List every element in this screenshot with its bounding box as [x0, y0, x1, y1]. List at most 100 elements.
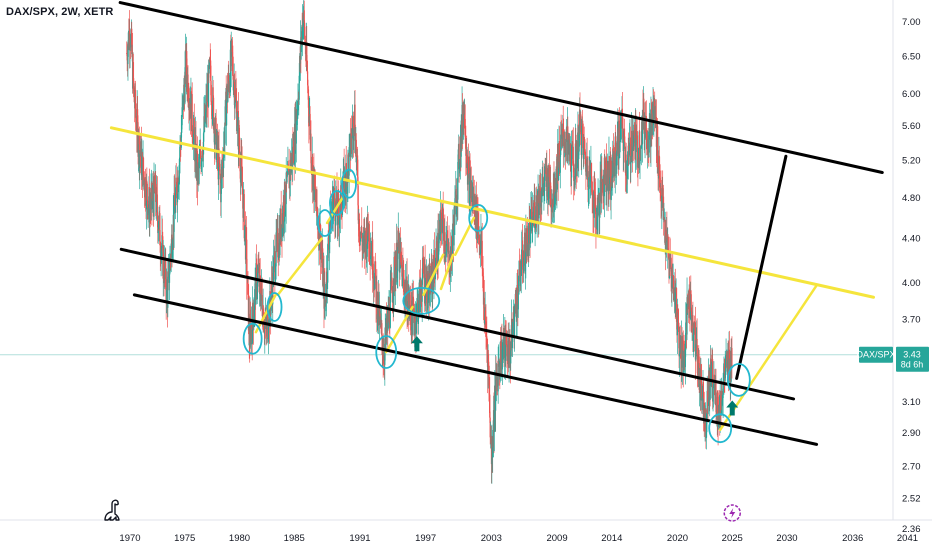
up-arrow-icon[interactable] — [726, 400, 739, 416]
symbol-title[interactable]: DAX/SPX, 2W, XETR — [6, 6, 114, 18]
x-tick-label: 2003 — [481, 533, 502, 544]
candle-body — [179, 142, 181, 158]
highlight-circle[interactable] — [708, 413, 733, 444]
candle-body — [265, 317, 267, 325]
candle-body — [706, 390, 708, 422]
candle-body — [484, 320, 486, 324]
channel-line[interactable] — [118, 1, 884, 175]
candle-body — [594, 194, 596, 198]
candle-body — [137, 109, 139, 123]
candle-body — [557, 149, 559, 180]
x-tick-label: 2025 — [722, 533, 743, 544]
highlight-circle[interactable] — [329, 190, 345, 216]
channel-line[interactable] — [132, 293, 819, 446]
candle-body — [247, 276, 249, 285]
candle-body — [477, 213, 479, 231]
highlight-circle[interactable] — [402, 286, 441, 315]
candle-body — [709, 381, 711, 402]
candle-body — [314, 170, 316, 187]
candle-body — [258, 267, 260, 287]
candle-body — [260, 293, 262, 307]
candle-body — [577, 124, 579, 160]
candle-body — [359, 231, 362, 242]
candle-body — [350, 133, 352, 149]
y-tick-label: 2.36 — [902, 524, 921, 535]
highlight-circle[interactable] — [266, 292, 283, 322]
bar-countdown: 8d 6h — [901, 360, 924, 370]
candle-body — [727, 352, 729, 361]
candle-body — [219, 175, 221, 180]
candle-body — [320, 247, 322, 260]
up-arrow-icon[interactable] — [410, 336, 423, 352]
candle-body — [689, 291, 691, 320]
highlight-circle[interactable] — [242, 322, 263, 355]
channel-line[interactable] — [735, 154, 788, 380]
candle-body — [286, 175, 288, 183]
highlight-circle[interactable] — [468, 203, 489, 232]
y-tick-label: 5.20 — [902, 156, 921, 167]
trend-segment[interactable] — [254, 293, 277, 334]
candle-body — [398, 230, 400, 250]
candle-body — [276, 230, 278, 241]
candle-body — [591, 176, 593, 193]
x-tick-label: 2036 — [842, 533, 863, 544]
candle-body — [159, 213, 161, 246]
candle-body — [126, 53, 128, 61]
candle-body — [202, 150, 204, 155]
candle-body — [419, 279, 421, 313]
highlight-circle[interactable] — [726, 362, 751, 397]
candle-body — [159, 245, 161, 253]
candle-body — [571, 141, 574, 148]
candle-body — [518, 260, 520, 292]
candle-body — [580, 114, 582, 146]
candle-body — [341, 199, 344, 215]
lightning-badge-icon[interactable] — [723, 504, 741, 522]
candle-body — [393, 257, 396, 261]
candle-body — [395, 266, 397, 285]
candle-body — [180, 132, 182, 148]
candle-body — [192, 129, 195, 146]
candle-body — [274, 251, 276, 280]
candle-body — [302, 18, 305, 25]
candle-body — [147, 207, 149, 216]
candle-body — [414, 322, 416, 335]
trend-segment[interactable] — [439, 253, 455, 291]
candle-body — [701, 396, 703, 401]
candle-body — [554, 191, 556, 205]
candle-body — [376, 281, 378, 320]
candle-body — [403, 278, 405, 292]
candle-body — [424, 264, 426, 301]
candle-body — [492, 447, 494, 458]
candle-body — [669, 257, 671, 267]
candle-body — [664, 218, 666, 243]
candle-body — [671, 275, 673, 288]
candle-body — [186, 51, 188, 75]
candle-body — [572, 146, 574, 164]
highlight-circle[interactable] — [375, 335, 398, 369]
candle-body — [464, 105, 466, 135]
candle-body — [329, 225, 331, 234]
candle-body — [457, 149, 459, 163]
candle-body — [529, 222, 531, 226]
candle-body — [679, 338, 681, 344]
x-tick-label: 2014 — [601, 533, 622, 544]
candle-body — [181, 103, 184, 108]
candle-body — [481, 240, 483, 269]
highlight-circle[interactable] — [341, 168, 357, 199]
dino-logo-icon[interactable] — [104, 499, 120, 521]
candle-body — [337, 198, 339, 225]
trend-segment[interactable] — [453, 216, 476, 257]
trend-segment[interactable] — [325, 196, 344, 225]
candle-body — [271, 281, 273, 289]
highlight-circle[interactable] — [317, 209, 333, 237]
candle-body — [220, 169, 223, 176]
y-tick-label: 4.40 — [902, 234, 921, 245]
candle-body — [485, 335, 488, 337]
trend-midline[interactable] — [109, 126, 876, 299]
channel-line[interactable] — [119, 247, 796, 401]
plot-area[interactable] — [0, 0, 893, 484]
candle-body — [582, 135, 584, 139]
